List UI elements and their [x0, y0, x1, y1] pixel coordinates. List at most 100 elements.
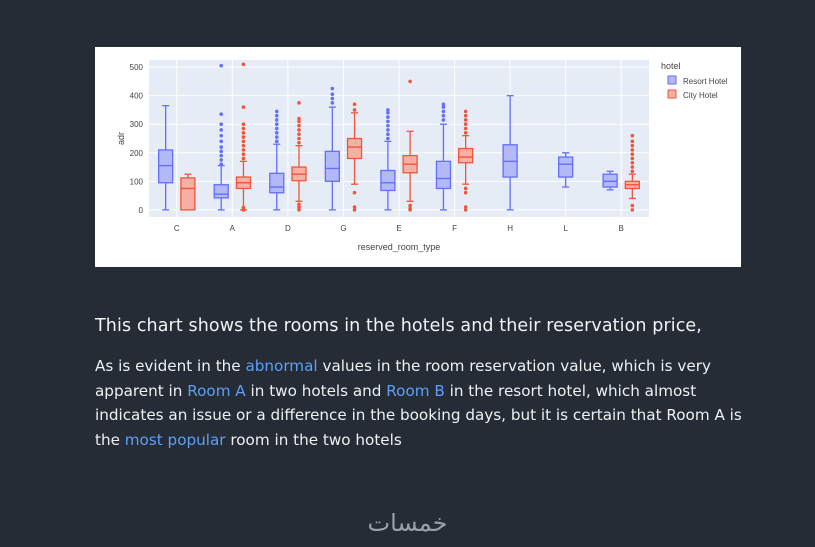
- outlier-point: [297, 208, 301, 212]
- highlight-abnormal: abnormal: [245, 357, 318, 375]
- box-resort-hotel-C: [158, 149, 174, 184]
- outlier-point: [630, 208, 635, 212]
- box-resort-hotel-G: [324, 150, 340, 182]
- outlier-point: [297, 202, 301, 206]
- analysis-paragraph: As is evident in the abnormal values in …: [95, 354, 745, 452]
- outlier-point: [274, 118, 279, 122]
- outlier-point: [274, 135, 279, 139]
- box-resort-hotel-F: [435, 160, 452, 190]
- outlier-point: [241, 135, 246, 139]
- outlier-point: [219, 122, 224, 127]
- outlier-point: [219, 63, 224, 68]
- outlier-point: [241, 105, 246, 109]
- highlight-room-b: Room B: [386, 381, 445, 400]
- outlier-point: [630, 169, 635, 174]
- outlier-point: [274, 113, 279, 118]
- box-resort-hotel-D: [269, 172, 285, 194]
- box-city-hotel-F: [458, 147, 474, 164]
- outlier-point: [463, 186, 468, 191]
- outlier-point: [386, 119, 390, 124]
- outlier-point: [219, 158, 224, 162]
- outlier-point: [441, 113, 446, 118]
- outlier-point: [297, 140, 301, 145]
- y-tick-label: 0: [139, 206, 144, 215]
- y-tick-label: 500: [130, 63, 144, 72]
- outlier-point: [274, 130, 279, 135]
- outlier-point: [297, 101, 301, 105]
- outlier-point: [297, 116, 301, 121]
- x-tick-label: H: [507, 224, 513, 233]
- outlier-point: [219, 139, 224, 144]
- box-resort-hotel-E: [380, 169, 396, 192]
- outlier-point: [352, 108, 357, 112]
- legend-swatch: [667, 75, 677, 85]
- outlier-point: [441, 102, 446, 107]
- x-tick-label: G: [340, 224, 346, 233]
- outlier-point: [463, 208, 468, 212]
- outlier-point: [274, 139, 279, 144]
- outlier-point: [219, 112, 224, 117]
- outlier-point: [241, 205, 246, 210]
- outlier-point: [386, 123, 390, 128]
- outlier-point: [241, 62, 246, 67]
- outlier-point: [274, 126, 279, 131]
- outlier-point: [463, 190, 468, 195]
- highlight-most-popular: most popular: [124, 430, 226, 449]
- outlier-point: [297, 132, 301, 137]
- outlier-point: [241, 148, 246, 152]
- legend-label: Resort Hotel: [683, 77, 728, 86]
- y-tick-label: 200: [130, 149, 144, 158]
- outlier-point: [630, 139, 635, 144]
- outlier-point: [463, 130, 468, 135]
- outlier-point: [297, 128, 301, 132]
- outlier-point: [274, 109, 279, 114]
- outlier-point: [463, 122, 468, 127]
- y-tick-label: 400: [130, 92, 144, 101]
- outlier-point: [330, 101, 335, 105]
- x-tick-label: A: [230, 224, 236, 233]
- khamsat-logo: خمسات: [367, 509, 448, 537]
- outlier-point: [441, 105, 446, 109]
- outlier-point: [408, 203, 412, 208]
- outlier-point: [219, 145, 224, 149]
- outlier-point: [463, 113, 468, 118]
- outlier-point: [386, 108, 390, 112]
- outlier-point: [386, 136, 390, 141]
- outlier-point: [241, 156, 246, 161]
- outlier-point: [241, 143, 246, 148]
- outlier-point: [219, 128, 224, 132]
- outlier-point: [630, 203, 635, 208]
- box-plot-chart: 0 100 200 300 400 500 C A D G E F H L Breserved_room_t…: [116, 60, 728, 252]
- paragraph-text-4: in the resort hotel, which almost indica…: [95, 381, 742, 449]
- outlier-point: [386, 132, 390, 137]
- outlier-point: [463, 109, 468, 114]
- outlier-point: [219, 149, 224, 154]
- x-tick-label: C: [174, 224, 180, 233]
- outlier-point: [241, 139, 246, 144]
- chart-caption: This chart shows the rooms in the hotels…: [95, 316, 702, 336]
- outlier-point: [386, 128, 390, 132]
- outlier-point: [274, 122, 279, 127]
- paragraph-text-5: room in the two hotels: [225, 430, 402, 449]
- paragraph-text-2: values in the room reservation value, wh…: [95, 357, 711, 400]
- legend-label: City Hotel: [683, 91, 718, 100]
- outlier-point: [330, 92, 335, 97]
- x-tick-label: D: [285, 224, 291, 233]
- box-resort-hotel-L: [558, 156, 574, 178]
- outlier-point: [630, 165, 635, 169]
- box-resort-hotel-B: [602, 173, 618, 188]
- y-tick-label: 300: [130, 120, 144, 129]
- y-tick-label: 100: [130, 177, 144, 186]
- outlier-point: [352, 102, 357, 107]
- outlier-point: [297, 136, 301, 141]
- x-tick-label: L: [563, 224, 568, 233]
- outlier-point: [408, 79, 412, 84]
- outlier-point: [408, 206, 412, 211]
- outlier-point: [463, 205, 468, 209]
- outlier-point: [630, 152, 635, 156]
- box-city-hotel-G: [346, 137, 363, 160]
- outlier-point: [630, 160, 635, 165]
- x-tick-label: E: [396, 224, 401, 233]
- outlier-point: [352, 205, 357, 209]
